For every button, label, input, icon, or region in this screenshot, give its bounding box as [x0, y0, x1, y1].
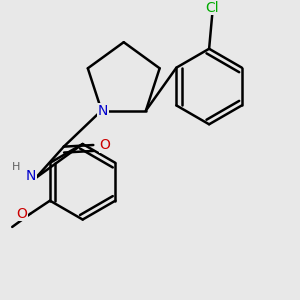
- Text: Cl: Cl: [206, 1, 219, 15]
- Text: N: N: [98, 103, 108, 118]
- Text: O: O: [16, 207, 28, 221]
- Text: H: H: [12, 162, 20, 172]
- Text: O: O: [99, 138, 110, 152]
- Text: N: N: [26, 169, 36, 183]
